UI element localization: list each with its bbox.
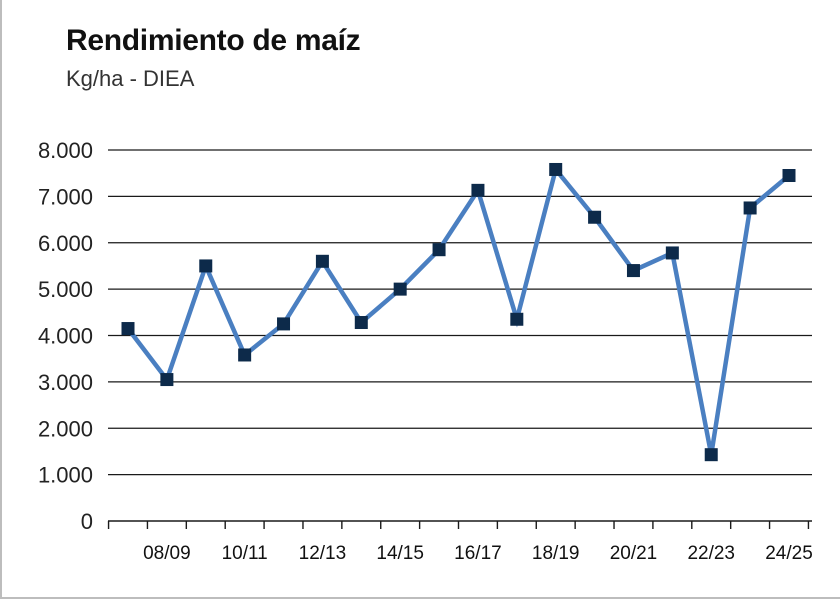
data-point — [277, 317, 291, 331]
y-axis: 0 1.000 2.000 3.000 4.000 5.000 6.000 7.000 8.00… — [38, 138, 93, 534]
y-tick-label: 4.000 — [38, 324, 93, 349]
data-point — [199, 259, 213, 273]
data-point — [549, 162, 563, 176]
y-tick-label: 3.000 — [38, 370, 93, 395]
data-point — [588, 210, 602, 224]
data-point — [665, 246, 679, 260]
data-point — [704, 448, 718, 462]
gridlines — [108, 149, 812, 476]
x-tick-label: 16/17 — [454, 543, 502, 564]
data-point — [510, 312, 524, 326]
data-point — [238, 348, 252, 362]
y-tick-label: 0 — [81, 509, 93, 534]
y-tick-label: 1.000 — [38, 463, 93, 488]
x-tick-label: 24/25 — [765, 543, 813, 564]
series-line — [126, 164, 791, 456]
data-point — [354, 316, 368, 330]
y-tick-label: 2.000 — [38, 416, 93, 441]
y-tick-label: 8.000 — [38, 138, 93, 163]
x-tick-label: 14/15 — [376, 543, 424, 564]
data-point — [160, 373, 174, 387]
x-tick-label: 10/11 — [222, 543, 268, 564]
y-tick-label: 6.000 — [38, 231, 93, 256]
series-group — [121, 162, 796, 462]
data-point — [121, 322, 135, 336]
x-tick-label: 18/19 — [532, 543, 580, 564]
chart-title: Rendimiento de maíz — [66, 24, 361, 57]
y-tick-label: 5.000 — [38, 277, 93, 302]
x-tick-label: 08/09 — [143, 543, 191, 564]
x-axis: 08/09 10/11 12/13 14/15 16/17 18/19 20/21 22/23… — [107, 520, 813, 564]
x-tick-label: 22/23 — [687, 543, 735, 564]
data-point — [432, 243, 446, 257]
data-point — [743, 201, 757, 215]
data-point — [782, 169, 796, 183]
data-point — [315, 254, 329, 268]
data-point — [471, 183, 485, 197]
data-point — [393, 282, 407, 296]
data-point — [626, 264, 640, 278]
chart-subtitle: Kg/ha - DIEA — [66, 66, 195, 91]
x-tick-label: 12/13 — [299, 543, 347, 564]
x-tick-label: 20/21 — [610, 543, 658, 564]
y-tick-label: 7.000 — [38, 184, 93, 209]
